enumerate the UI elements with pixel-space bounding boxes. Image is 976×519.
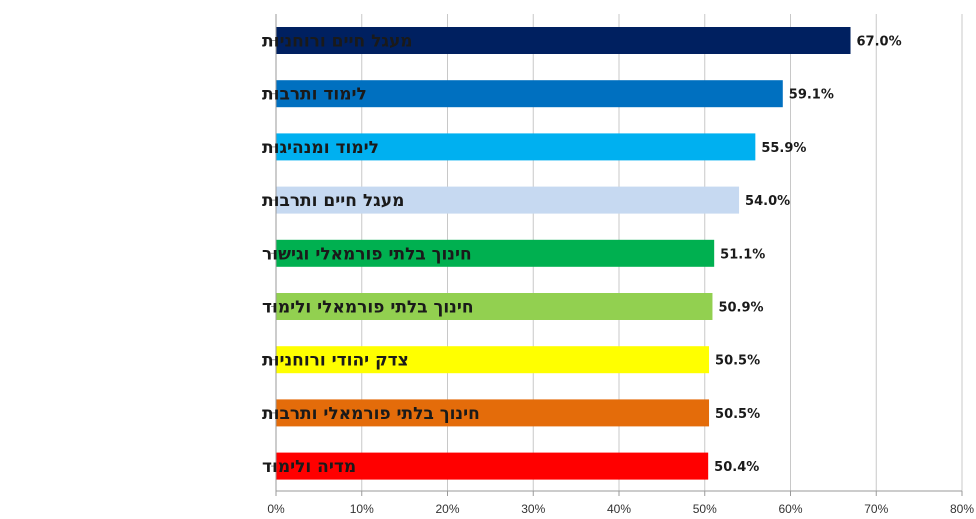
x-tick-label: 70% xyxy=(864,502,888,516)
bar xyxy=(276,80,783,108)
category-label: מעגל חיים ותרבות xyxy=(262,191,404,211)
category-label: מדיה ולימוד xyxy=(262,457,356,477)
category-label: לימוד ומנהיגות xyxy=(262,138,379,158)
x-tick-label: 30% xyxy=(521,502,545,516)
value-label: 55.9% xyxy=(761,141,806,156)
category-label: חינוך בלתי פורמאלי וגישור xyxy=(262,244,472,264)
value-label: 50.5% xyxy=(715,407,760,422)
x-tick-label: 0% xyxy=(267,502,285,516)
x-tick-label: 40% xyxy=(607,502,631,516)
bar xyxy=(276,27,851,54)
bars xyxy=(276,27,851,480)
bar xyxy=(276,239,715,267)
category-label: חינוך בלתי פורמאלי ולימוד xyxy=(262,298,474,318)
category-label: לימוד ותרבות xyxy=(262,85,367,105)
bar xyxy=(276,186,740,214)
category-label: צדק יהודי ורוחניות xyxy=(262,351,409,371)
x-tick-label: 20% xyxy=(435,502,459,516)
value-label: 67.0% xyxy=(857,35,902,50)
value-label: 54.0% xyxy=(745,194,790,209)
x-tick-label: 50% xyxy=(693,502,717,516)
x-tick-label: 10% xyxy=(350,502,374,516)
value-label: 50.5% xyxy=(715,354,760,369)
axes xyxy=(271,14,963,496)
x-tick-label: 60% xyxy=(778,502,802,516)
value-label: 50.4% xyxy=(714,460,759,475)
bar xyxy=(276,399,710,427)
bar xyxy=(276,133,756,161)
bar xyxy=(276,452,709,480)
value-label: 51.1% xyxy=(720,247,765,262)
category-label: מעגל חיים ורוחניות xyxy=(262,32,413,52)
value-label: 59.1% xyxy=(789,88,834,103)
labels: 0% 10% 20% 30% 40% 50% 60% 70% 80% מעגל חיים ורוח… xyxy=(262,32,974,517)
bar xyxy=(276,293,713,320)
value-label: 50.9% xyxy=(718,301,763,316)
bar xyxy=(276,346,710,374)
category-label: חינוך בלתי פורמאלי ותרבות xyxy=(262,404,480,424)
x-tick-label: 80% xyxy=(950,502,974,516)
